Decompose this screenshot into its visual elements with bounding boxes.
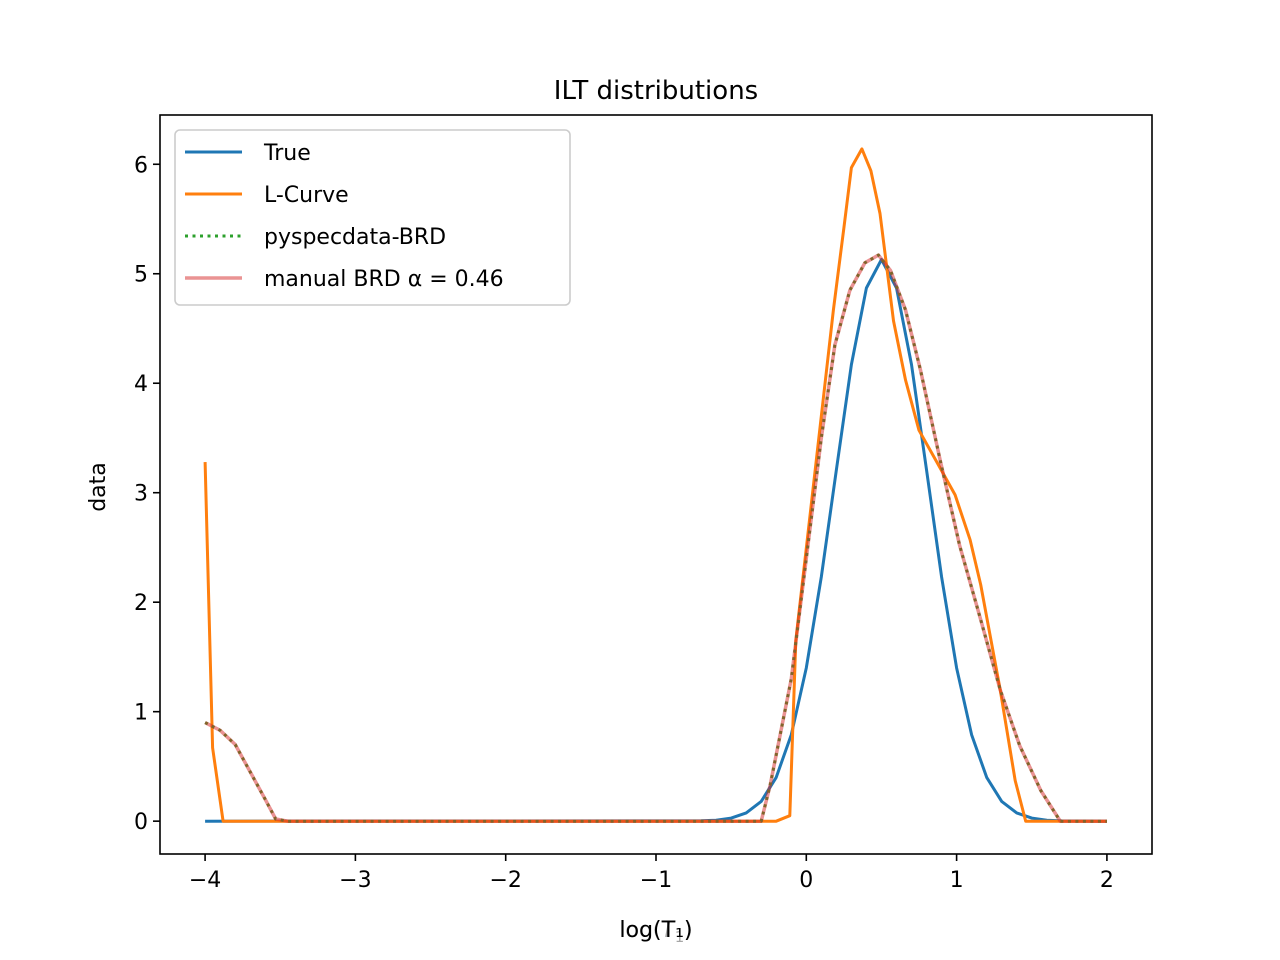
chart-title: ILT distributions: [554, 76, 758, 106]
legend-box: [174, 129, 571, 306]
series-line-1: [203, 147, 1107, 823]
x-tick-label: 2: [1100, 868, 1114, 893]
y-tick-label: 3: [134, 482, 148, 507]
x-tick-label: −1: [640, 868, 672, 893]
x-axis-label-formatted: log(T1): [619, 918, 693, 946]
legend: True L-Curve pyspecdata-BRD manual BRD α = …: [174, 129, 571, 306]
y-tick-label: 4: [134, 372, 148, 397]
x-axis: −4 −3 −2 −1 0 1 2: [189, 854, 1114, 893]
plot-area: [203, 147, 1107, 823]
x-tick-label: −4: [189, 868, 221, 893]
legend-label-1: L-Curve: [264, 183, 349, 208]
y-axis-label: data: [86, 462, 111, 512]
y-tick-label: 6: [134, 153, 148, 178]
x-axis-label: log(T₁): [620, 918, 693, 943]
x-tick-label: 1: [950, 868, 964, 893]
series-line-3: [204, 253, 1107, 823]
y-tick-label: 2: [134, 591, 148, 616]
y-tick-label: 0: [134, 810, 148, 835]
y-tick-label: 5: [134, 263, 148, 288]
x-tick-label: 0: [799, 868, 813, 893]
legend-label-0: True: [263, 141, 311, 166]
y-axis: 0 1 2 3 4 5 6: [134, 153, 160, 835]
legend-label-3: manual BRD α = 0.46: [264, 267, 504, 292]
legend-label-2: pyspecdata-BRD: [264, 225, 446, 250]
x-tick-label: −2: [489, 868, 521, 893]
y-tick-label: 1: [134, 701, 148, 726]
x-tick-label: −3: [339, 868, 371, 893]
